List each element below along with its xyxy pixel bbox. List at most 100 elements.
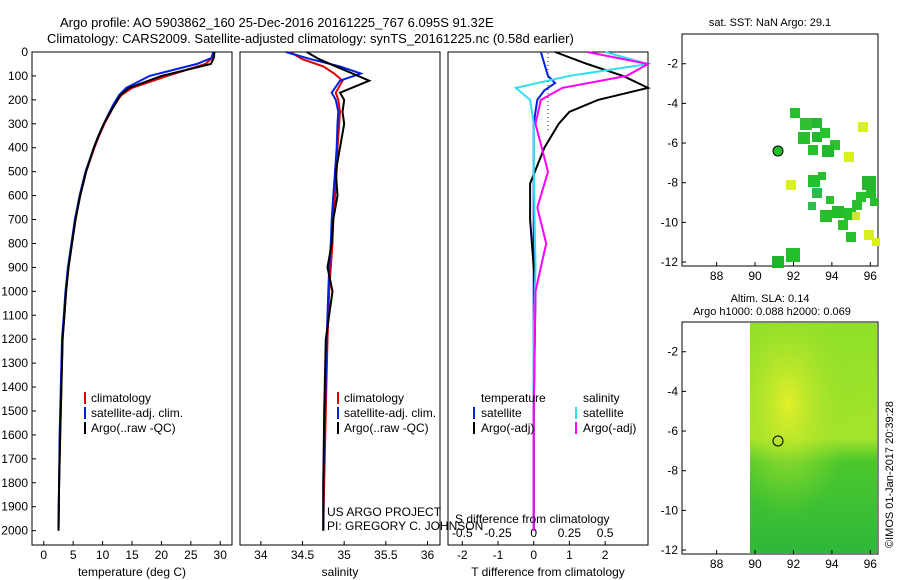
legend-s-satellite-label: satellite bbox=[583, 406, 624, 420]
x-tick-label: 10 bbox=[96, 548, 110, 562]
sst-cell bbox=[826, 196, 834, 204]
map-y-tick-label: -6 bbox=[667, 424, 678, 438]
sal-legend-climatology-label: climatology bbox=[344, 391, 404, 405]
x-tick-label: 36 bbox=[421, 548, 435, 562]
legend-t-satellite-label: satellite bbox=[481, 406, 522, 420]
map-y-tick-label: -4 bbox=[667, 96, 678, 110]
depth-tick-label: 900 bbox=[8, 260, 28, 274]
sla-map-axes: 88 90 92 94 96 -2 -4 -6 -8 -10 -12 bbox=[661, 345, 878, 571]
header-line1: Argo profile: AO 5903862_160 25-Dec-2016… bbox=[60, 15, 494, 30]
x-tick-label: -2 bbox=[457, 548, 468, 562]
sla-map-title1: Altim. SLA: 0.14 bbox=[731, 293, 810, 305]
x-tick-label: 5 bbox=[70, 548, 77, 562]
sst-cell bbox=[852, 200, 862, 210]
series-line-climatology bbox=[57, 51, 215, 531]
series-line-salinity-argo-adj- bbox=[532, 51, 651, 531]
sst-cell bbox=[818, 172, 826, 180]
depth-tick-label: 2000 bbox=[1, 524, 28, 538]
salinity-series bbox=[285, 51, 372, 531]
series-line-satellite-adj-clim- bbox=[57, 51, 215, 531]
depth-tick-label: 400 bbox=[8, 141, 28, 155]
sst-cell bbox=[832, 206, 844, 218]
sst-cell bbox=[852, 212, 860, 220]
depth-tick-label: 1400 bbox=[1, 380, 28, 394]
map-x-tick-label: 96 bbox=[864, 557, 878, 571]
depth-tick-label: 100 bbox=[8, 69, 28, 83]
depth-tick-label: 1100 bbox=[2, 308, 28, 322]
credit-pi: PI: GREGORY C. JOHNSON bbox=[327, 519, 483, 533]
sst-cell bbox=[866, 188, 876, 198]
sst-cell bbox=[800, 118, 812, 130]
sst-cell bbox=[844, 152, 854, 162]
credit-project: US ARGO PROJECT bbox=[327, 505, 442, 519]
sst-cell bbox=[820, 210, 832, 222]
map-x-tick-label: 88 bbox=[710, 269, 724, 283]
depth-axis: 0 100 200 300 400 500 600 700 800 900 1000 1100 1200… bbox=[1, 45, 36, 538]
map-x-tick-label: 90 bbox=[748, 557, 762, 571]
sst-cell bbox=[830, 140, 840, 150]
sst-map-title: sat. SST: NaN Argo: 29.1 bbox=[709, 17, 831, 29]
depth-tick-label: 1300 bbox=[1, 356, 28, 370]
temperature-frame bbox=[31, 51, 233, 546]
sst-cell bbox=[858, 122, 868, 132]
x-tick-label: 0 bbox=[530, 548, 537, 562]
depth-tick-label: 1200 bbox=[1, 332, 28, 346]
sst-cell bbox=[812, 118, 822, 128]
temperature-legend: climatology satellite-adj. clim. Argo(..… bbox=[84, 391, 183, 435]
difference-series bbox=[513, 51, 651, 531]
x-tick-label: 35 bbox=[337, 548, 351, 562]
difference-panel: -2 -1 0 1 2 -0.5 -0.25 0 0.25 0.5 S difference fr… bbox=[447, 51, 651, 579]
series-line-argo-raw-qc- bbox=[306, 51, 372, 531]
x-tick-label: 25 bbox=[184, 548, 198, 562]
header-line2: Climatology: CARS2009. Satellite-adjuste… bbox=[47, 31, 574, 46]
depth-tick-label: 1500 bbox=[1, 404, 28, 418]
depth-tick-label: 1600 bbox=[1, 428, 28, 442]
sla-map: Altim. SLA: 0.14 Argo h1000: 0.088 h2000… bbox=[661, 293, 879, 571]
depth-tick-label: 0 bbox=[21, 45, 28, 59]
x-tick-label: 1 bbox=[566, 548, 573, 562]
map-x-tick-label: 96 bbox=[864, 269, 878, 283]
map-y-tick-label: -12 bbox=[661, 543, 679, 557]
legend-satellite-label: satellite-adj. clim. bbox=[91, 406, 183, 420]
depth-tick-label: 1900 bbox=[1, 500, 28, 514]
diff-top-label: S difference from climatology bbox=[455, 512, 610, 526]
legend-head-salinity: salinity bbox=[583, 391, 620, 405]
depth-tick-label: 1700 bbox=[1, 452, 28, 466]
legend-head-temperature: temperature bbox=[481, 391, 546, 405]
sst-cell bbox=[808, 145, 818, 155]
map-y-tick-label: -2 bbox=[667, 345, 678, 359]
x-tick-label: 35.5 bbox=[374, 548, 398, 562]
diff-xlabel: T difference from climatology bbox=[471, 565, 625, 579]
map-x-tick-label: 92 bbox=[787, 557, 801, 571]
salinity-panel: 34 34.5 35 35.5 36 salinity climatology sate… bbox=[239, 51, 483, 579]
x-tick-label: 15 bbox=[125, 548, 139, 562]
depth-tick-label: 700 bbox=[8, 213, 28, 227]
salinity-legend: climatology satellite-adj. clim. Argo(..… bbox=[337, 391, 436, 435]
series-line-temperature-argo-adj- bbox=[529, 51, 651, 531]
sst-cell bbox=[812, 188, 822, 198]
map-y-tick-label: -6 bbox=[667, 136, 678, 150]
sst-cell bbox=[798, 132, 810, 144]
map-y-tick-label: -8 bbox=[667, 176, 678, 190]
map-x-tick-label: 94 bbox=[825, 269, 839, 283]
temperature-xlabel: temperature (deg C) bbox=[78, 565, 186, 579]
sst-cell bbox=[808, 202, 816, 210]
depth-tick-label: 1000 bbox=[1, 284, 28, 298]
map-y-tick-label: -10 bbox=[661, 215, 679, 229]
top-tick-label: 0.25 bbox=[558, 526, 582, 540]
sst-cell bbox=[862, 176, 876, 190]
temperature-panel: 0100200300400500600700800900100011001200… bbox=[1, 45, 233, 579]
sst-map: sat. SST: NaN Argo: 29.1 88 90 92 94 96 -2 -4 -… bbox=[661, 17, 880, 283]
x-tick-label: 2 bbox=[602, 548, 609, 562]
argo-float-marker-sla bbox=[772, 435, 784, 447]
legend-argo-label: Argo(..raw -QC) bbox=[91, 421, 176, 435]
top-tick-label: 0.5 bbox=[597, 526, 614, 540]
map-x-tick-label: 88 bbox=[710, 557, 724, 571]
x-tick-label: 30 bbox=[214, 548, 228, 562]
map-x-tick-label: 94 bbox=[825, 557, 839, 571]
salinity-xlabel: salinity bbox=[322, 565, 359, 579]
difference-x-axis: -2 -1 0 1 2 -0.5 -0.25 0 0.25 0.5 bbox=[452, 526, 614, 562]
sst-cell bbox=[838, 220, 848, 230]
sst-cell bbox=[872, 238, 880, 246]
